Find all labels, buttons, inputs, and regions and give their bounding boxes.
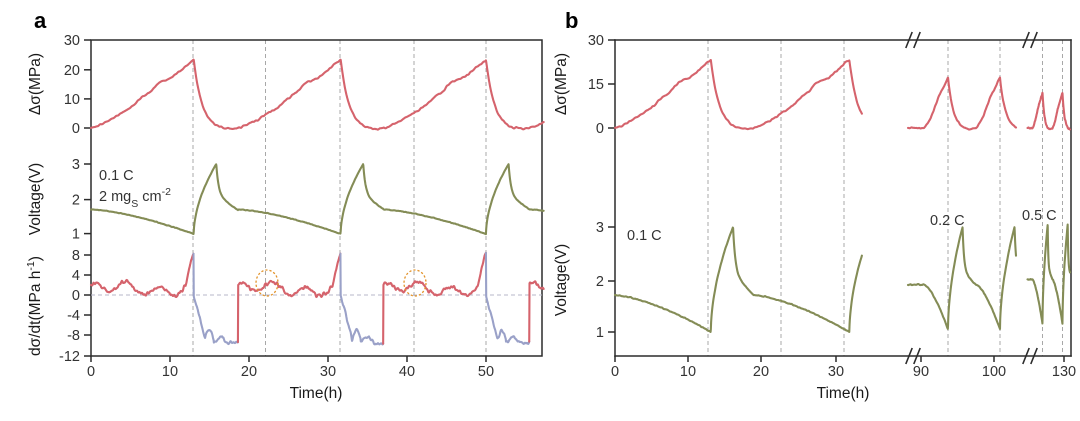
svg-text:a: a	[34, 8, 47, 33]
svg-text:Voltage(V): Voltage(V)	[27, 163, 44, 235]
svg-text:10: 10	[680, 364, 696, 380]
svg-text:100: 100	[982, 364, 1006, 380]
svg-text:0.1 C: 0.1 C	[627, 228, 662, 244]
svg-text:0.5 C: 0.5 C	[1022, 208, 1057, 224]
svg-text:130: 130	[1052, 364, 1076, 380]
svg-text:2: 2	[596, 274, 604, 290]
svg-text:Δσ(MPa): Δσ(MPa)	[553, 53, 570, 115]
svg-text:0.1 C: 0.1 C	[99, 168, 134, 184]
svg-text:4: 4	[72, 268, 80, 284]
svg-text:1: 1	[596, 325, 604, 341]
svg-text:b: b	[565, 8, 578, 33]
svg-text:-4: -4	[67, 308, 80, 324]
svg-text:0: 0	[72, 288, 80, 304]
svg-text:8: 8	[72, 248, 80, 264]
svg-text:Time(h): Time(h)	[817, 385, 870, 402]
svg-text:0.2 C: 0.2 C	[930, 213, 965, 229]
svg-text:0: 0	[596, 121, 604, 137]
svg-text:30: 30	[828, 364, 844, 380]
svg-text:15: 15	[588, 77, 604, 93]
svg-text:20: 20	[241, 364, 257, 380]
svg-text:0: 0	[87, 364, 95, 380]
svg-text:Δσ(MPa): Δσ(MPa)	[27, 53, 44, 115]
svg-text:30: 30	[320, 364, 336, 380]
svg-text:20: 20	[753, 364, 769, 380]
svg-text:0: 0	[72, 121, 80, 137]
svg-text:30: 30	[588, 33, 604, 49]
svg-text:3: 3	[72, 157, 80, 173]
svg-text:10: 10	[162, 364, 178, 380]
svg-text:2: 2	[72, 193, 80, 209]
svg-text:10: 10	[64, 92, 80, 108]
svg-text:-8: -8	[67, 328, 80, 344]
svg-text:1: 1	[72, 227, 80, 243]
svg-text:dσ/dt(MPa h-1): dσ/dt(MPa h-1)	[25, 256, 44, 356]
svg-text:40: 40	[399, 364, 415, 380]
svg-text:30: 30	[64, 33, 80, 49]
svg-text:90: 90	[913, 364, 929, 380]
svg-text:Voltage(V): Voltage(V)	[553, 244, 570, 316]
svg-text:-12: -12	[59, 349, 80, 365]
svg-text:Time(h): Time(h)	[290, 385, 343, 402]
svg-text:20: 20	[64, 63, 80, 79]
svg-text:50: 50	[478, 364, 494, 380]
svg-text:0: 0	[611, 364, 619, 380]
svg-text:3: 3	[596, 220, 604, 236]
